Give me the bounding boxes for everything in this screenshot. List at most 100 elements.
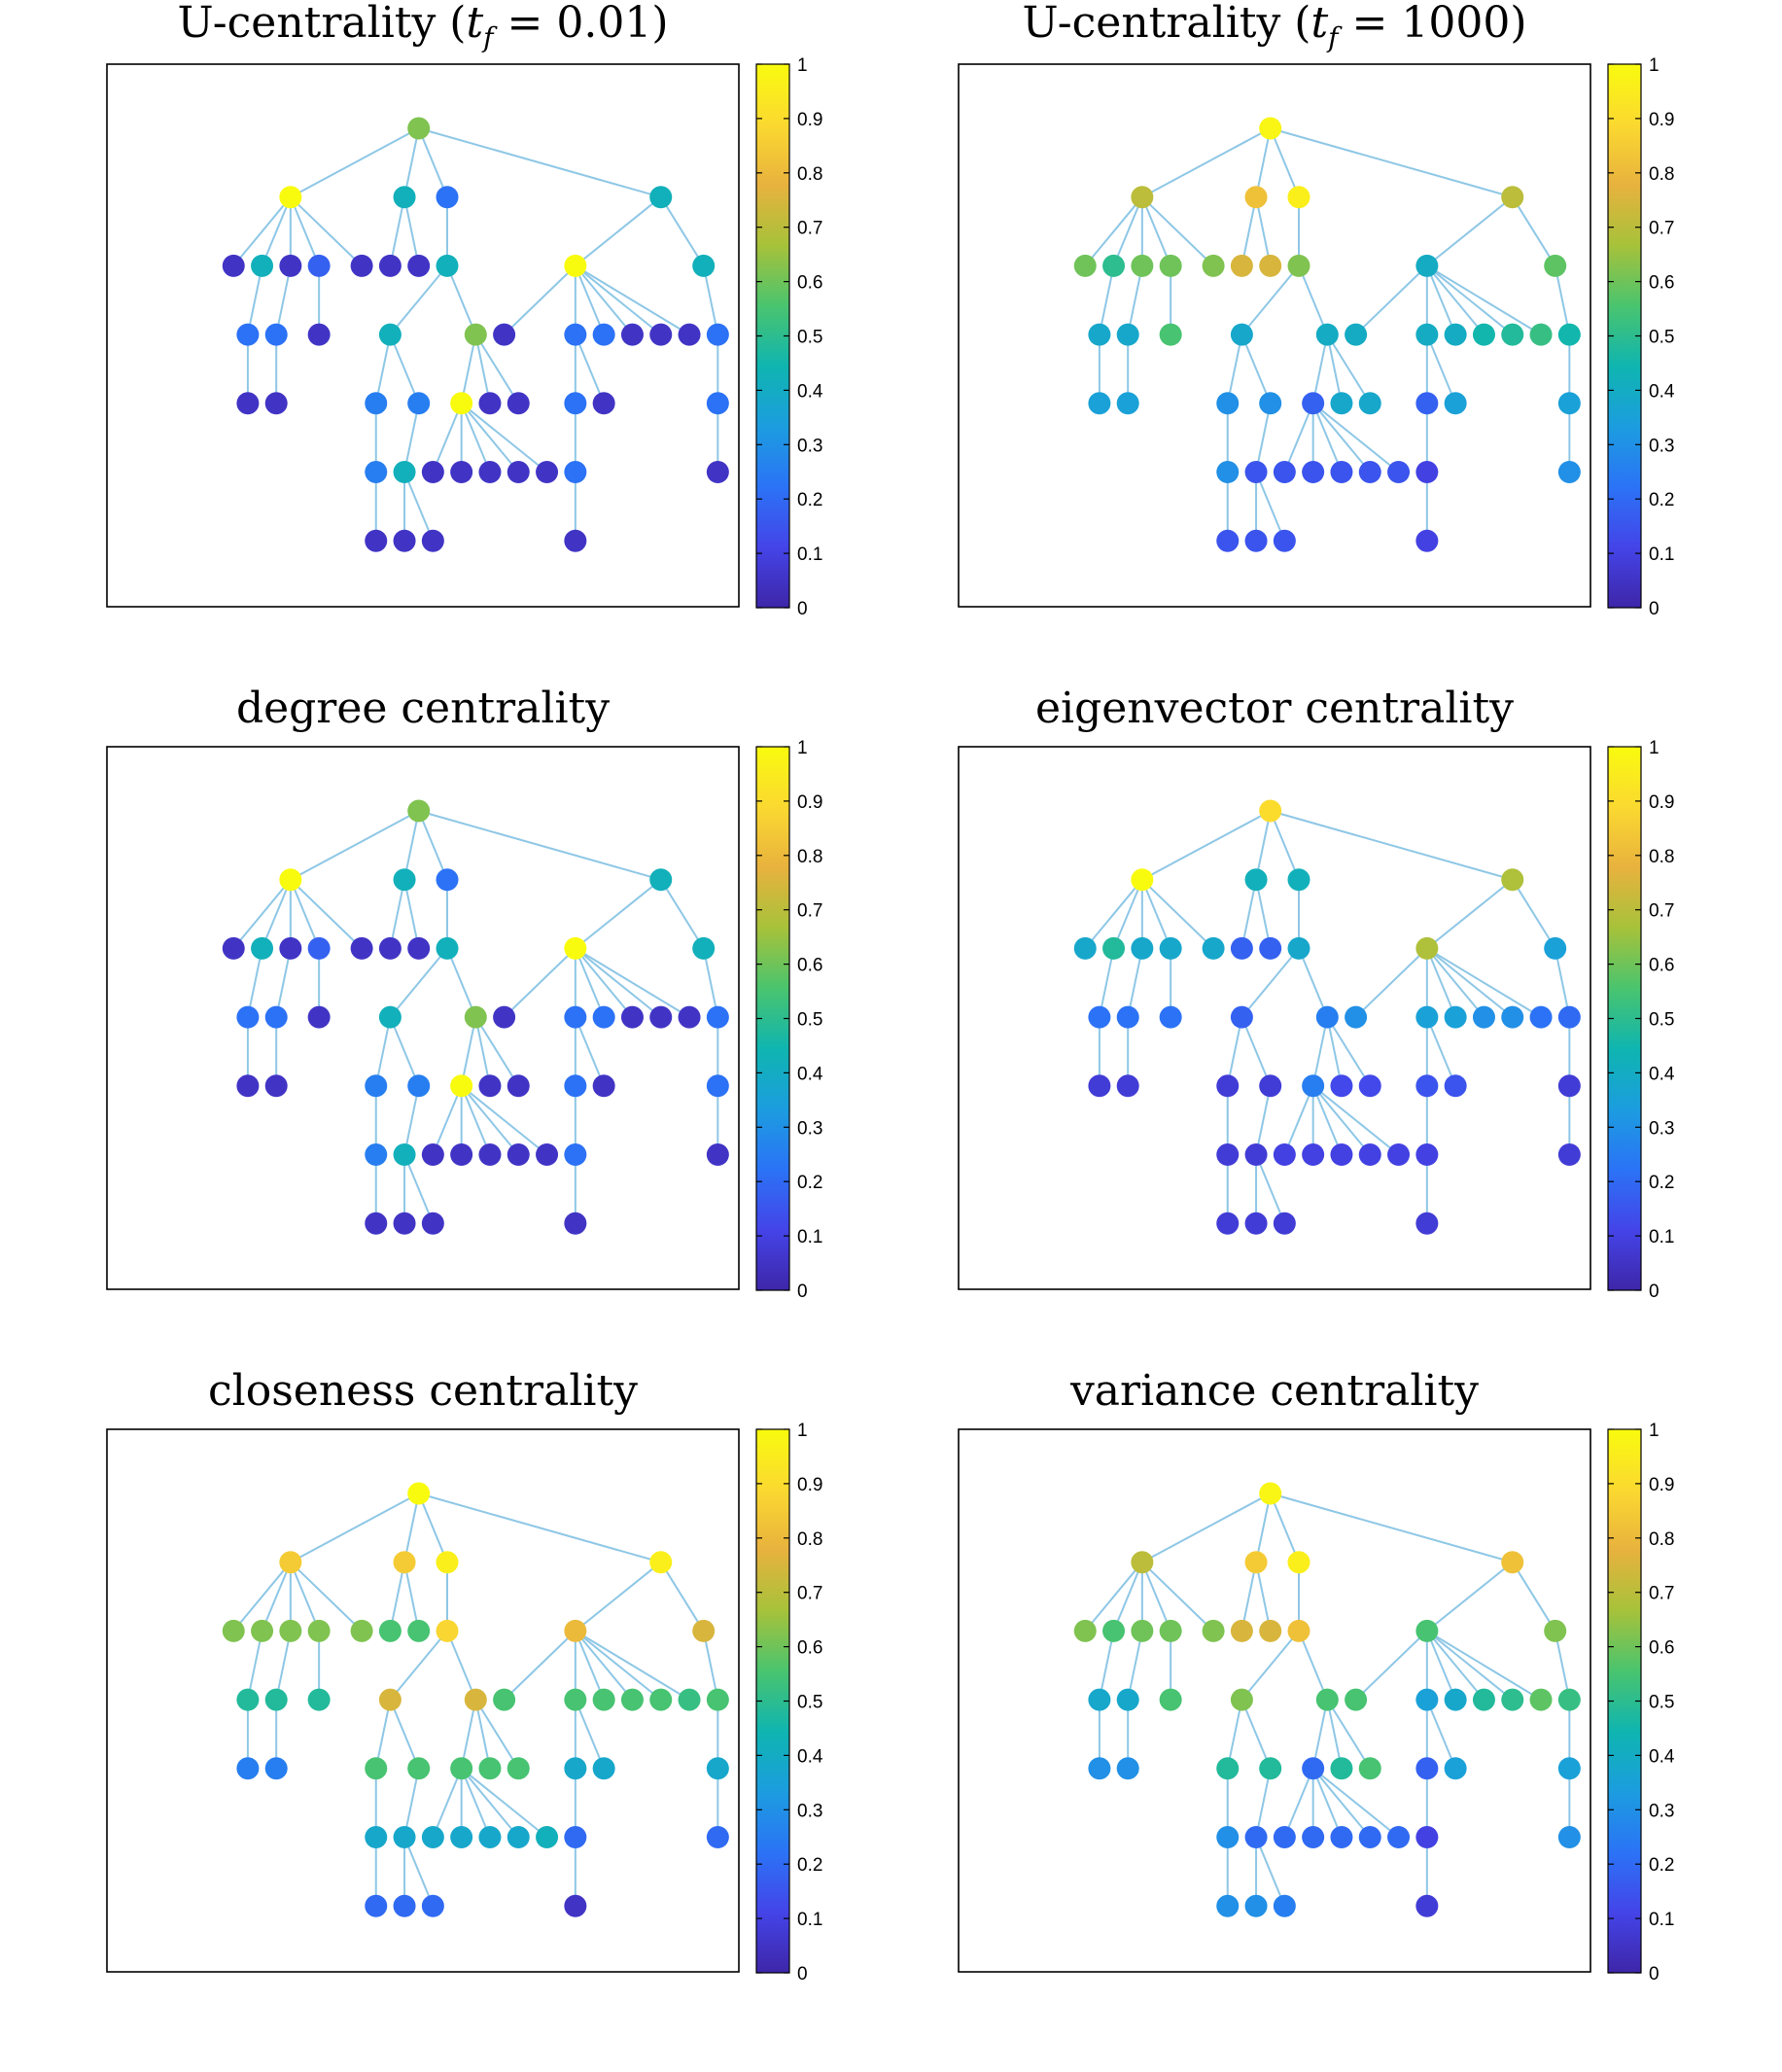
- colorbar-tick-label: 0.7: [797, 1584, 822, 1604]
- graph-node: [1415, 1143, 1439, 1166]
- graph-edge: [403, 127, 420, 197]
- graph-node: [536, 1143, 559, 1166]
- graph-edge: [1127, 1631, 1143, 1701]
- graph-node: [1330, 461, 1353, 483]
- colorbar-tick-label: 0.1: [1649, 544, 1674, 565]
- graph-edge: [1425, 1631, 1457, 1701]
- graph-edge: [575, 878, 662, 950]
- graph-node: [493, 1688, 516, 1711]
- graph-edge: [374, 334, 392, 404]
- panel-5: variance centrality 0 0.1 0.2 0.3 0.4 0.5 0.6 0.…: [958, 1366, 1675, 1984]
- graph-edge: [290, 810, 420, 881]
- graph-node: [1159, 1688, 1182, 1711]
- graph-node: [307, 1619, 331, 1642]
- graph-node: [236, 1005, 260, 1029]
- graph-node: [264, 392, 288, 415]
- graph-node: [678, 323, 701, 346]
- graph-node: [1073, 1619, 1097, 1642]
- graph-edge: [389, 1699, 420, 1770]
- graph-node: [436, 254, 459, 277]
- graph-node: [1415, 392, 1439, 415]
- graph-node: [1501, 1688, 1524, 1711]
- graph-node: [1244, 1894, 1268, 1917]
- colorbar-tick-label: 0.7: [797, 901, 822, 922]
- graph-edge: [1326, 1699, 1372, 1770]
- colorbar-tick-label: 0.6: [1649, 1638, 1674, 1659]
- panel-title: eigenvector centrality: [1035, 684, 1514, 733]
- graph-edge: [1255, 1154, 1286, 1224]
- graph-node: [493, 1005, 516, 1029]
- colorbar-tick-label: 0.4: [1649, 381, 1675, 402]
- graph-edge: [1326, 1016, 1372, 1087]
- colorbar-tick-label: 0.8: [797, 164, 822, 185]
- panel-4: closeness centrality 0 0.1 0.2 0.3 0.4 0.5 0.6 0…: [106, 1366, 823, 1984]
- graph-edge: [460, 1016, 477, 1087]
- graph-node: [1116, 1074, 1139, 1098]
- plot-frame: [958, 746, 1591, 1290]
- graph-node: [1472, 1688, 1495, 1711]
- graph-edge: [1240, 264, 1300, 335]
- graph-edge: [1240, 1562, 1258, 1632]
- colorbar-tick-label: 0: [797, 1282, 808, 1302]
- graph-edge: [1269, 127, 1300, 198]
- graph-node: [1088, 1074, 1111, 1098]
- graph-edge: [418, 810, 662, 881]
- graph-node: [365, 461, 388, 483]
- graph-node: [264, 1688, 288, 1711]
- graph-node: [1345, 323, 1368, 346]
- colorbar-tick-label: 0.8: [1649, 847, 1674, 867]
- graph-node: [279, 868, 302, 892]
- graph-node: [649, 1005, 673, 1029]
- graph-node: [478, 1826, 502, 1848]
- graph-node: [378, 936, 402, 960]
- graph-node: [1302, 461, 1325, 483]
- graph-node: [706, 1757, 729, 1780]
- graph-node: [1244, 461, 1268, 483]
- graph-node: [1287, 868, 1310, 892]
- graph-edge: [1312, 1085, 1400, 1156]
- colorbar-tick-label: 0.9: [797, 792, 822, 813]
- graph-node: [407, 936, 431, 960]
- graph-node: [1501, 1551, 1524, 1574]
- graph-node: [307, 1005, 331, 1029]
- colorbar-tick-label: 0.8: [797, 847, 822, 867]
- graph-edge: [1283, 1768, 1314, 1838]
- graph-edge: [1425, 1016, 1457, 1087]
- graph-edge: [446, 1631, 477, 1701]
- graph-node: [251, 1619, 274, 1642]
- graph-edge: [575, 264, 662, 335]
- graph-node: [236, 1688, 260, 1711]
- graph-edge: [1240, 196, 1258, 266]
- graph-node: [421, 1826, 444, 1848]
- graph-node: [1287, 1619, 1310, 1642]
- graph-node: [1315, 1688, 1339, 1711]
- graph-edge: [1283, 403, 1314, 473]
- graph-node: [264, 1074, 288, 1098]
- graph-edge: [474, 334, 520, 404]
- graph-edge: [574, 1699, 606, 1770]
- graph-node: [1358, 1826, 1381, 1848]
- graph-node: [507, 1074, 530, 1098]
- panel-0: U-centrality (tf = 0.01) 0 0.1 0.2 0.3 0.4 0.5…: [106, 0, 823, 619]
- graph-edge: [1226, 334, 1243, 404]
- graph-node: [450, 461, 473, 483]
- graph-node: [365, 1826, 388, 1848]
- colorbar-tick-label: 0.3: [797, 436, 822, 456]
- graph-node: [421, 461, 444, 483]
- graph-node: [1330, 1826, 1353, 1848]
- graph-edge: [503, 264, 577, 335]
- title-rest: = 1000): [1339, 0, 1527, 48]
- graph-node: [1345, 1688, 1368, 1711]
- graph-node: [450, 1757, 473, 1780]
- graph-edge: [575, 1630, 662, 1701]
- graph-node: [1131, 186, 1154, 209]
- colorbar-tick-label: 0.8: [1649, 1529, 1674, 1550]
- graph-node: [307, 1688, 331, 1711]
- graph-edge: [418, 127, 662, 198]
- graph-node: [393, 461, 416, 483]
- graph-edge: [1311, 1699, 1329, 1770]
- graph-node: [1415, 1826, 1439, 1848]
- graph-edge: [1426, 195, 1514, 267]
- graph-edge: [1255, 196, 1272, 266]
- graph-node: [1287, 1551, 1310, 1574]
